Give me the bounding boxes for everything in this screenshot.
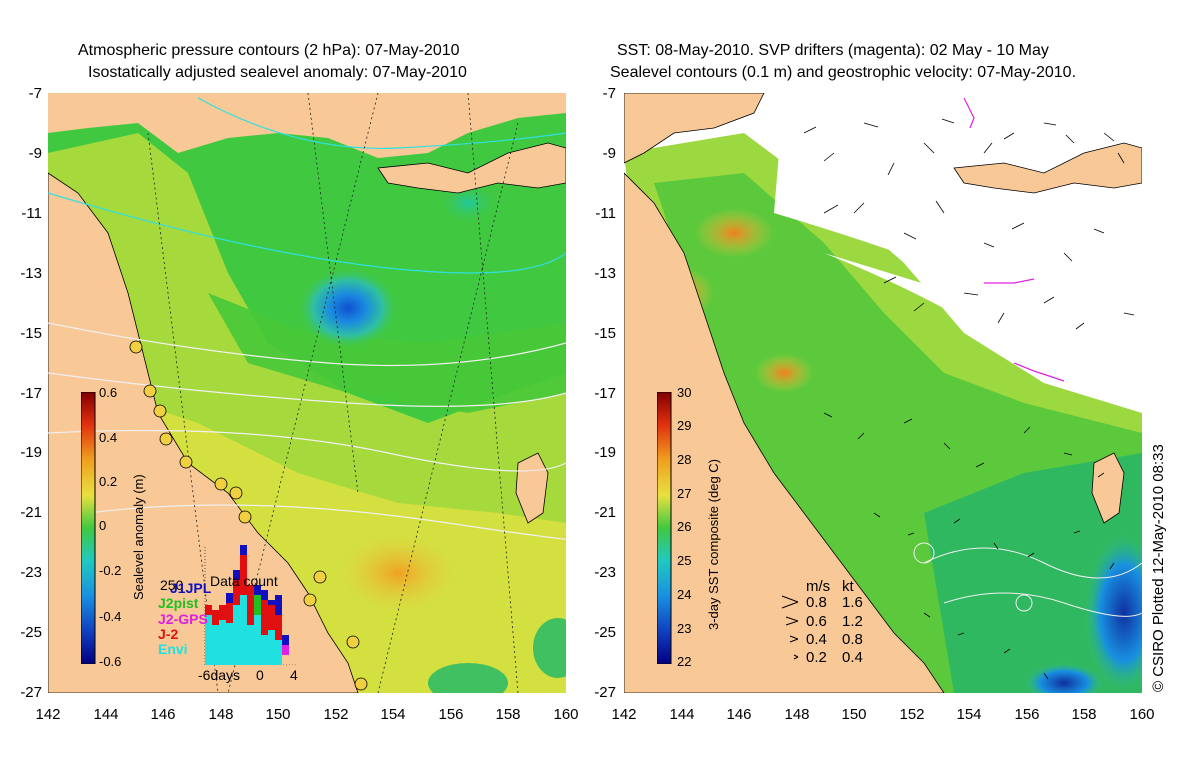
right-cb-tick-7: 23 [677,621,692,636]
left-lon-tick: 154 [380,706,406,723]
left-lat-tick: -9 [28,145,42,162]
right-land-qld [624,172,945,693]
right-lat-tick: -13 [594,265,616,282]
right-lat-tick: -15 [594,325,616,342]
left-lon-tick: 156 [438,706,464,723]
left-lat-tick: -19 [20,444,42,461]
right-lon-tick: 158 [1071,706,1097,723]
left-lat-tick: -23 [20,564,42,581]
left-colorbar [81,392,96,664]
right-lat-tick: -7 [602,85,616,102]
left-lon-tick: 146 [150,706,176,723]
velocity-legend-kt-1: 1.2 [842,613,863,630]
right-lon-tick: 154 [956,706,982,723]
right-lon-tick: 144 [669,706,695,723]
right-lat-tick: -23 [594,564,616,581]
left-lat-tick: -27 [20,684,42,701]
right-lat-tick: -21 [594,504,616,521]
data-count-title: Data count [210,573,278,589]
right-cb-tick-6: 24 [677,587,692,602]
left-lon-tick: 152 [323,706,349,723]
right-lon-tick: 156 [1014,706,1040,723]
right-lon-tick: 142 [611,706,637,723]
legend-j2gps: J2-GPS [158,611,208,627]
right-lat-tick: -11 [595,205,616,222]
left-cb-tick-5: -0.4 [99,609,122,624]
left-cb-tick-6: -0.6 [99,654,122,669]
right-lat-tick: -25 [594,624,616,641]
right-title-line1: SST: 08-May-2010. SVP drifters (magenta)… [617,42,1049,59]
right-lat-tick: -19 [594,444,616,461]
left-lat-tick: -17 [20,385,42,402]
right-lon-tick: 148 [784,706,810,723]
left-map [48,93,566,693]
velocity-legend-kt-0: 1.6 [842,594,863,611]
velocity-legend-kt-2: 0.8 [842,631,863,648]
left-lon-tick: 160 [553,706,579,723]
data-count-x-label-0: -6days [198,667,241,683]
right-lon-tick: 146 [726,706,752,723]
left-green-band [208,293,566,413]
data-count-x-label-1: 0 [256,667,264,683]
left-low-anomaly [298,268,398,348]
left-lon-tick: 150 [265,706,291,723]
right-cb-tick-4: 26 [677,519,692,534]
legend-envi: Envi [158,641,188,657]
velocity-legend: m/s kt 0.8 1.6 0.6 1.2 0.4 0.8 0.2 0.4 [780,578,870,670]
right-lon-tick: 150 [841,706,867,723]
right-map [624,93,1142,693]
left-lon-tick: 148 [208,706,234,723]
left-cb-label: Sealevel anomaly (m) [131,474,146,600]
right-land-png [624,93,765,164]
left-cb-tick-0: 0.6 [99,385,118,400]
left-land-png [48,93,566,158]
velocity-legend-ms-0: 0.8 [806,594,827,611]
credit-label: © CSIRO Plotted 12-May-2010 08:33 [1150,444,1167,692]
left-lat-tick: -7 [28,85,42,102]
left-lon-tick: 142 [35,706,61,723]
velocity-legend-ms-1: 0.6 [806,613,827,630]
right-lat-tick: -9 [602,145,616,162]
velocity-legend-ms-2: 0.4 [806,631,827,648]
left-lat-tick: -15 [20,325,42,342]
left-cb-tick-1: 0.4 [99,430,118,445]
left-lat-tick: -25 [20,624,42,641]
right-lon-tick: 152 [899,706,925,723]
legend-j2pist: J2pist [158,595,199,611]
left-lon-tick: 158 [495,706,521,723]
left-lat-tick: -11 [21,205,42,222]
right-lat-tick: -17 [594,385,616,402]
right-cb-tick-5: 25 [677,553,692,568]
left-lon-tick: 144 [93,706,119,723]
right-cb-label: 3-day SST composite (deg C) [706,459,721,630]
data-count-max-label: 250 [160,577,184,593]
velocity-legend-kt-header: kt [842,578,854,595]
right-cb-tick-3: 27 [677,486,692,501]
velocity-legend-kt-3: 0.4 [842,649,863,666]
right-colorbar [657,392,672,664]
right-cb-tick-2: 28 [677,452,692,467]
left-cb-tick-2: 0.2 [99,474,118,489]
left-title-line1: Atmospheric pressure contours (2 hPa): 0… [78,42,460,59]
left-lat-tick: -13 [20,265,42,282]
right-lon-tick: 160 [1129,706,1155,723]
left-lat-tick: -21 [20,504,42,521]
right-lat-tick: -27 [594,684,616,701]
velocity-legend-ms-3: 0.2 [806,649,827,666]
left-title-line2: Isostatically adjusted sealevel anomaly:… [88,64,467,81]
right-cb-tick-1: 29 [677,418,692,433]
legend-j1jpl: J1JPL [170,580,212,596]
data-count-x-label-2: 4 [290,667,298,683]
left-cb-tick-3: 0 [99,518,107,533]
right-cb-tick-0: 30 [677,385,692,400]
data-count-histogram [204,545,297,665]
left-cb-tick-4: -0.2 [99,563,122,578]
right-title-line2: Sealevel contours (0.1 m) and geostrophi… [610,64,1077,81]
velocity-legend-ms-header: m/s [806,578,831,595]
right-cb-tick-8: 22 [677,654,692,669]
legend-j2: J-2 [158,626,179,642]
